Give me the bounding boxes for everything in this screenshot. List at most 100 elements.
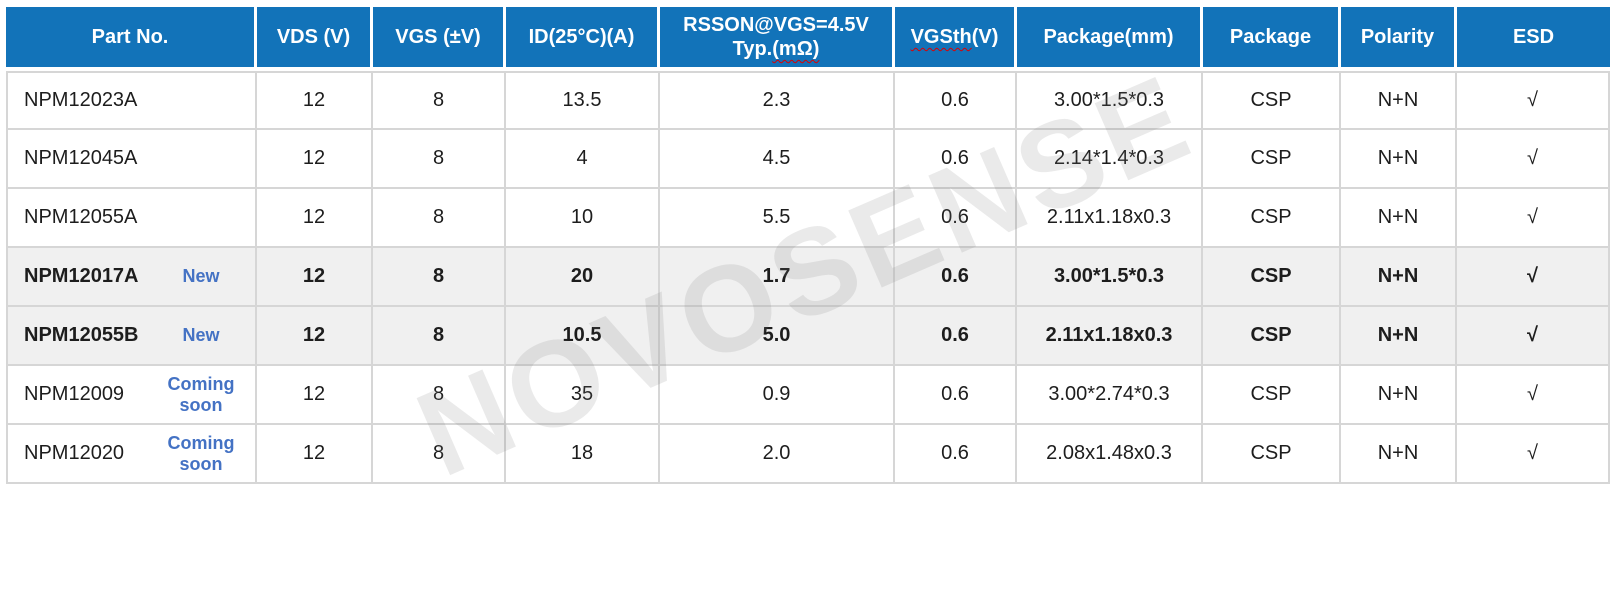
- cell-vgsth: 0.6: [895, 307, 1017, 366]
- cell-id: 35: [506, 366, 660, 425]
- cell-package: CSP: [1203, 130, 1341, 189]
- col-header-package-mm-label: Package(mm): [1043, 26, 1174, 48]
- cell-package: CSP: [1203, 71, 1341, 130]
- col-header-part-no: Part No.: [6, 7, 257, 71]
- table-row: NPM12055A 12 8 10 5.5 0.6 2.11x1.18x0.3 …: [6, 189, 1610, 248]
- cell-package-mm: 2.08x1.48x0.3: [1017, 425, 1203, 484]
- cell-polarity: N+N: [1341, 366, 1457, 425]
- cell-vgs: 8: [373, 248, 506, 307]
- header-row: Part No. VDS (V) VGS (±V) ID(25°C)(A) RS…: [6, 7, 1610, 71]
- part-number: NPM12055A: [24, 206, 138, 228]
- part-number: NPM12020: [24, 442, 125, 464]
- col-header-vgs: VGS (±V): [373, 7, 506, 71]
- cell-package: CSP: [1203, 425, 1341, 484]
- col-header-package-label: Package: [1229, 26, 1312, 48]
- cell-vgs: 8: [373, 307, 506, 366]
- cell-package-mm: 2.11x1.18x0.3: [1017, 189, 1203, 248]
- cell-package-mm: 2.14*1.4*0.3: [1017, 130, 1203, 189]
- table-header: Part No. VDS (V) VGS (±V) ID(25°C)(A) RS…: [6, 7, 1610, 71]
- cell-id: 20: [506, 248, 660, 307]
- cell-vgsth: 0.6: [895, 189, 1017, 248]
- cell-package: CSP: [1203, 189, 1341, 248]
- cell-polarity: N+N: [1341, 425, 1457, 484]
- cell-id: 13.5: [506, 71, 660, 130]
- cell-vds: 12: [257, 189, 373, 248]
- cell-package-mm: 3.00*1.5*0.3: [1017, 71, 1203, 130]
- col-header-package: Package: [1203, 7, 1341, 71]
- cell-vgs: 8: [373, 189, 506, 248]
- cell-vgs: 8: [373, 71, 506, 130]
- col-header-part-no-label: Part No.: [91, 26, 169, 48]
- cell-esd: √: [1457, 130, 1610, 189]
- col-header-vgsth-unit: (V): [971, 26, 999, 48]
- parts-table: Part No. VDS (V) VGS (±V) ID(25°C)(A) RS…: [6, 7, 1610, 484]
- cell-package: CSP: [1203, 248, 1341, 307]
- cell-part-no: NPM12020 Coming soon: [6, 425, 257, 484]
- cell-esd: √: [1457, 71, 1610, 130]
- col-header-vgs-label: VGS (±V): [395, 26, 481, 48]
- table-row: NPM12009 Coming soon 12 8 35 0.9 0.6 3.00…: [6, 366, 1610, 425]
- table-row-highlighted: NPM12055B New 12 8 10.5 5.0 0.6 2.11x1.18…: [6, 307, 1610, 366]
- cell-id: 10.5: [506, 307, 660, 366]
- cell-package: CSP: [1203, 366, 1341, 425]
- cell-vgsth: 0.6: [895, 248, 1017, 307]
- cell-polarity: N+N: [1341, 248, 1457, 307]
- cell-rsson: 4.5: [660, 130, 895, 189]
- cell-polarity: N+N: [1341, 189, 1457, 248]
- cell-vgsth: 0.6: [895, 425, 1017, 484]
- cell-rsson: 2.0: [660, 425, 895, 484]
- cell-vgs: 8: [373, 366, 506, 425]
- cell-package-mm: 2.11x1.18x0.3: [1017, 307, 1203, 366]
- coming-soon-badge: Coming soon: [167, 373, 235, 415]
- cell-vds: 12: [257, 307, 373, 366]
- cell-rsson: 5.5: [660, 189, 895, 248]
- cell-polarity: N+N: [1341, 71, 1457, 130]
- col-header-esd-label: ESD: [1512, 26, 1555, 48]
- table-body: NPM12023A 12 8 13.5 2.3 0.6 3.00*1.5*0.3…: [6, 71, 1610, 484]
- cell-esd: √: [1457, 366, 1610, 425]
- col-header-rsson: RSSON@VGS=4.5V Typ.(mΩ): [660, 7, 895, 71]
- part-number: NPM12055B: [24, 324, 139, 346]
- cell-part-no: NPM12009 Coming soon: [6, 366, 257, 425]
- cell-vds: 12: [257, 425, 373, 484]
- table-row: NPM12045A 12 8 4 4.5 0.6 2.14*1.4*0.3 CS…: [6, 130, 1610, 189]
- part-number: NPM12009: [24, 383, 125, 405]
- cell-vds: 12: [257, 248, 373, 307]
- new-badge: New: [182, 325, 220, 345]
- cell-vgs: 8: [373, 425, 506, 484]
- cell-rsson: 1.7: [660, 248, 895, 307]
- cell-esd: √: [1457, 307, 1610, 366]
- cell-rsson: 0.9: [660, 366, 895, 425]
- col-header-id-label: ID(25°C)(A): [528, 26, 635, 48]
- col-header-vgsth-label: VGSth: [910, 26, 972, 48]
- cell-polarity: N+N: [1341, 307, 1457, 366]
- cell-vds: 12: [257, 71, 373, 130]
- cell-polarity: N+N: [1341, 130, 1457, 189]
- col-header-vgsth: VGSth(V): [895, 7, 1017, 71]
- table-row: NPM12020 Coming soon 12 8 18 2.0 0.6 2.08…: [6, 425, 1610, 484]
- col-header-polarity-label: Polarity: [1360, 26, 1435, 48]
- new-badge: New: [182, 266, 220, 286]
- col-header-esd: ESD: [1457, 7, 1610, 71]
- col-header-rsson-line2-unit: (mΩ): [772, 38, 820, 60]
- cell-vgs: 8: [373, 130, 506, 189]
- part-number: NPM12045A: [24, 147, 138, 169]
- col-header-vds-label: VDS (V): [276, 26, 351, 48]
- cell-part-no: NPM12055B New: [6, 307, 257, 366]
- table-row-highlighted: NPM12017A New 12 8 20 1.7 0.6 3.00*1.5*0.…: [6, 248, 1610, 307]
- cell-id: 18: [506, 425, 660, 484]
- cell-vgsth: 0.6: [895, 130, 1017, 189]
- cell-package-mm: 3.00*1.5*0.3: [1017, 248, 1203, 307]
- cell-esd: √: [1457, 425, 1610, 484]
- cell-id: 4: [506, 130, 660, 189]
- cell-vgsth: 0.6: [895, 71, 1017, 130]
- cell-esd: √: [1457, 248, 1610, 307]
- cell-vds: 12: [257, 366, 373, 425]
- col-header-polarity: Polarity: [1341, 7, 1457, 71]
- cell-part-no: NPM12023A: [6, 71, 257, 130]
- cell-vds: 12: [257, 130, 373, 189]
- cell-rsson: 5.0: [660, 307, 895, 366]
- col-header-package-mm: Package(mm): [1017, 7, 1203, 71]
- col-header-rsson-line1: RSSON@VGS=4.5V: [683, 14, 869, 36]
- cell-part-no: NPM12055A: [6, 189, 257, 248]
